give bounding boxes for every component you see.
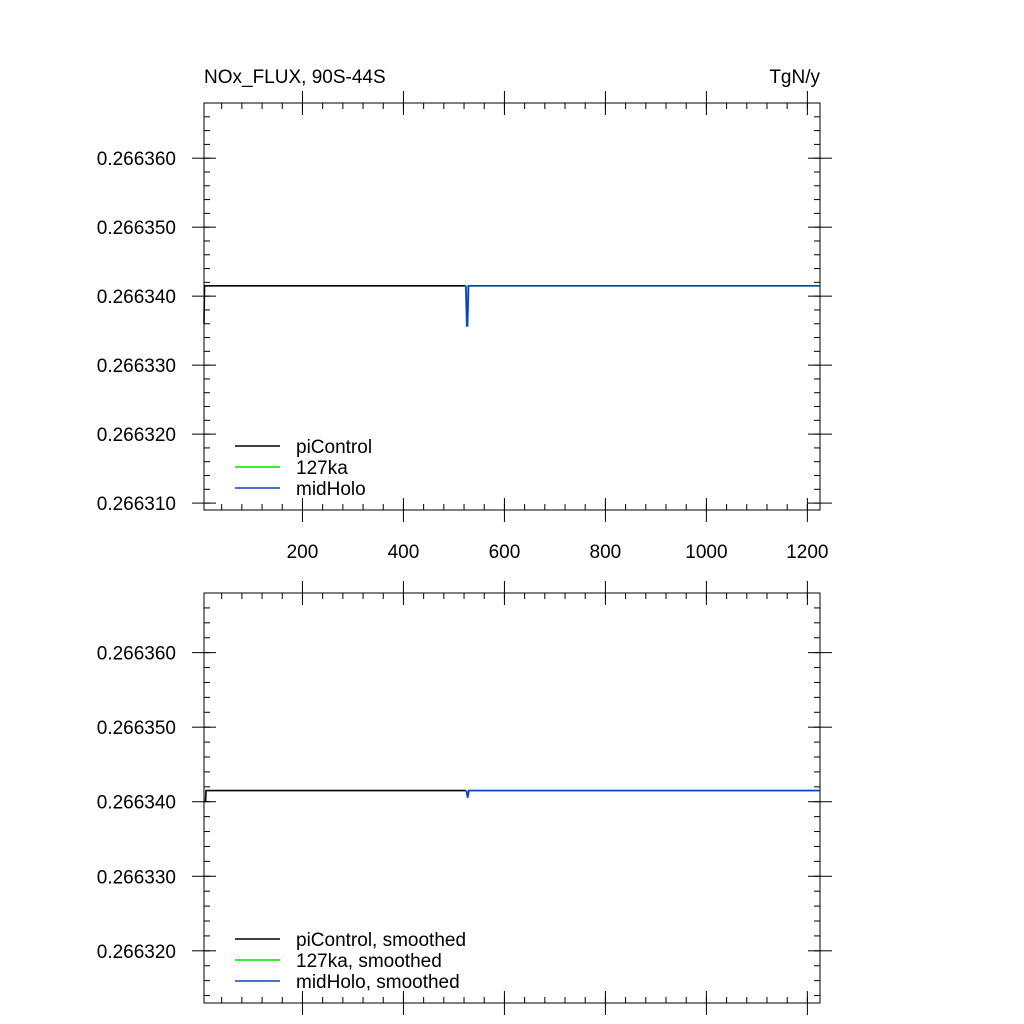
panel-top: 0.266310 0.266320 0.266330 0.266340 0.266350…: [97, 91, 832, 563]
y-tick-label: 0.266330: [97, 867, 176, 888]
panel-bottom: 0.266320 0.266330 0.266340 0.266350 0.266360…: [97, 581, 832, 1015]
y-tick-label: 0.266350: [97, 718, 176, 739]
series-line-midholo: [465, 285, 820, 327]
y-tick-label: 0.266320: [97, 942, 176, 963]
legend-label: 127ka: [296, 458, 348, 479]
x-tick-label: 600: [489, 542, 521, 563]
y-tick-label: 0.266360: [97, 149, 176, 170]
y-tick-label: 0.266360: [97, 644, 176, 665]
x-tick-label: 1200: [786, 542, 828, 563]
x-tick-label: 800: [590, 542, 622, 563]
legend-label: piControl: [296, 437, 372, 458]
legend-label: piControl, smoothed: [296, 930, 466, 951]
series-line-midholo-smoothed: [465, 789, 820, 799]
series-line-picontrol: [203, 285, 466, 324]
legend-label: midHolo, smoothed: [296, 972, 460, 993]
y-tick-label: 0.266310: [97, 494, 176, 515]
x-tick-label: 200: [287, 542, 319, 563]
series-line-picontrol-smoothed: [204, 789, 467, 802]
legend-label: 127ka, smoothed: [296, 951, 442, 972]
x-tick-label: 400: [388, 542, 420, 563]
panel-1-title: NOx_FLUX, 90S-44S: [204, 67, 386, 88]
y-tick-label: 0.266320: [97, 425, 176, 446]
plot-frame: [203, 592, 821, 1004]
x-tick-label: 1000: [685, 542, 727, 563]
y-tick-label: 0.266340: [97, 793, 176, 814]
y-tick-label: 0.266350: [97, 218, 176, 239]
panel-1-units: TgN/y: [769, 67, 820, 88]
y-tick-label: 0.266340: [97, 287, 176, 308]
legend-label: midHolo: [296, 479, 366, 500]
y-tick-label: 0.266330: [97, 356, 176, 377]
